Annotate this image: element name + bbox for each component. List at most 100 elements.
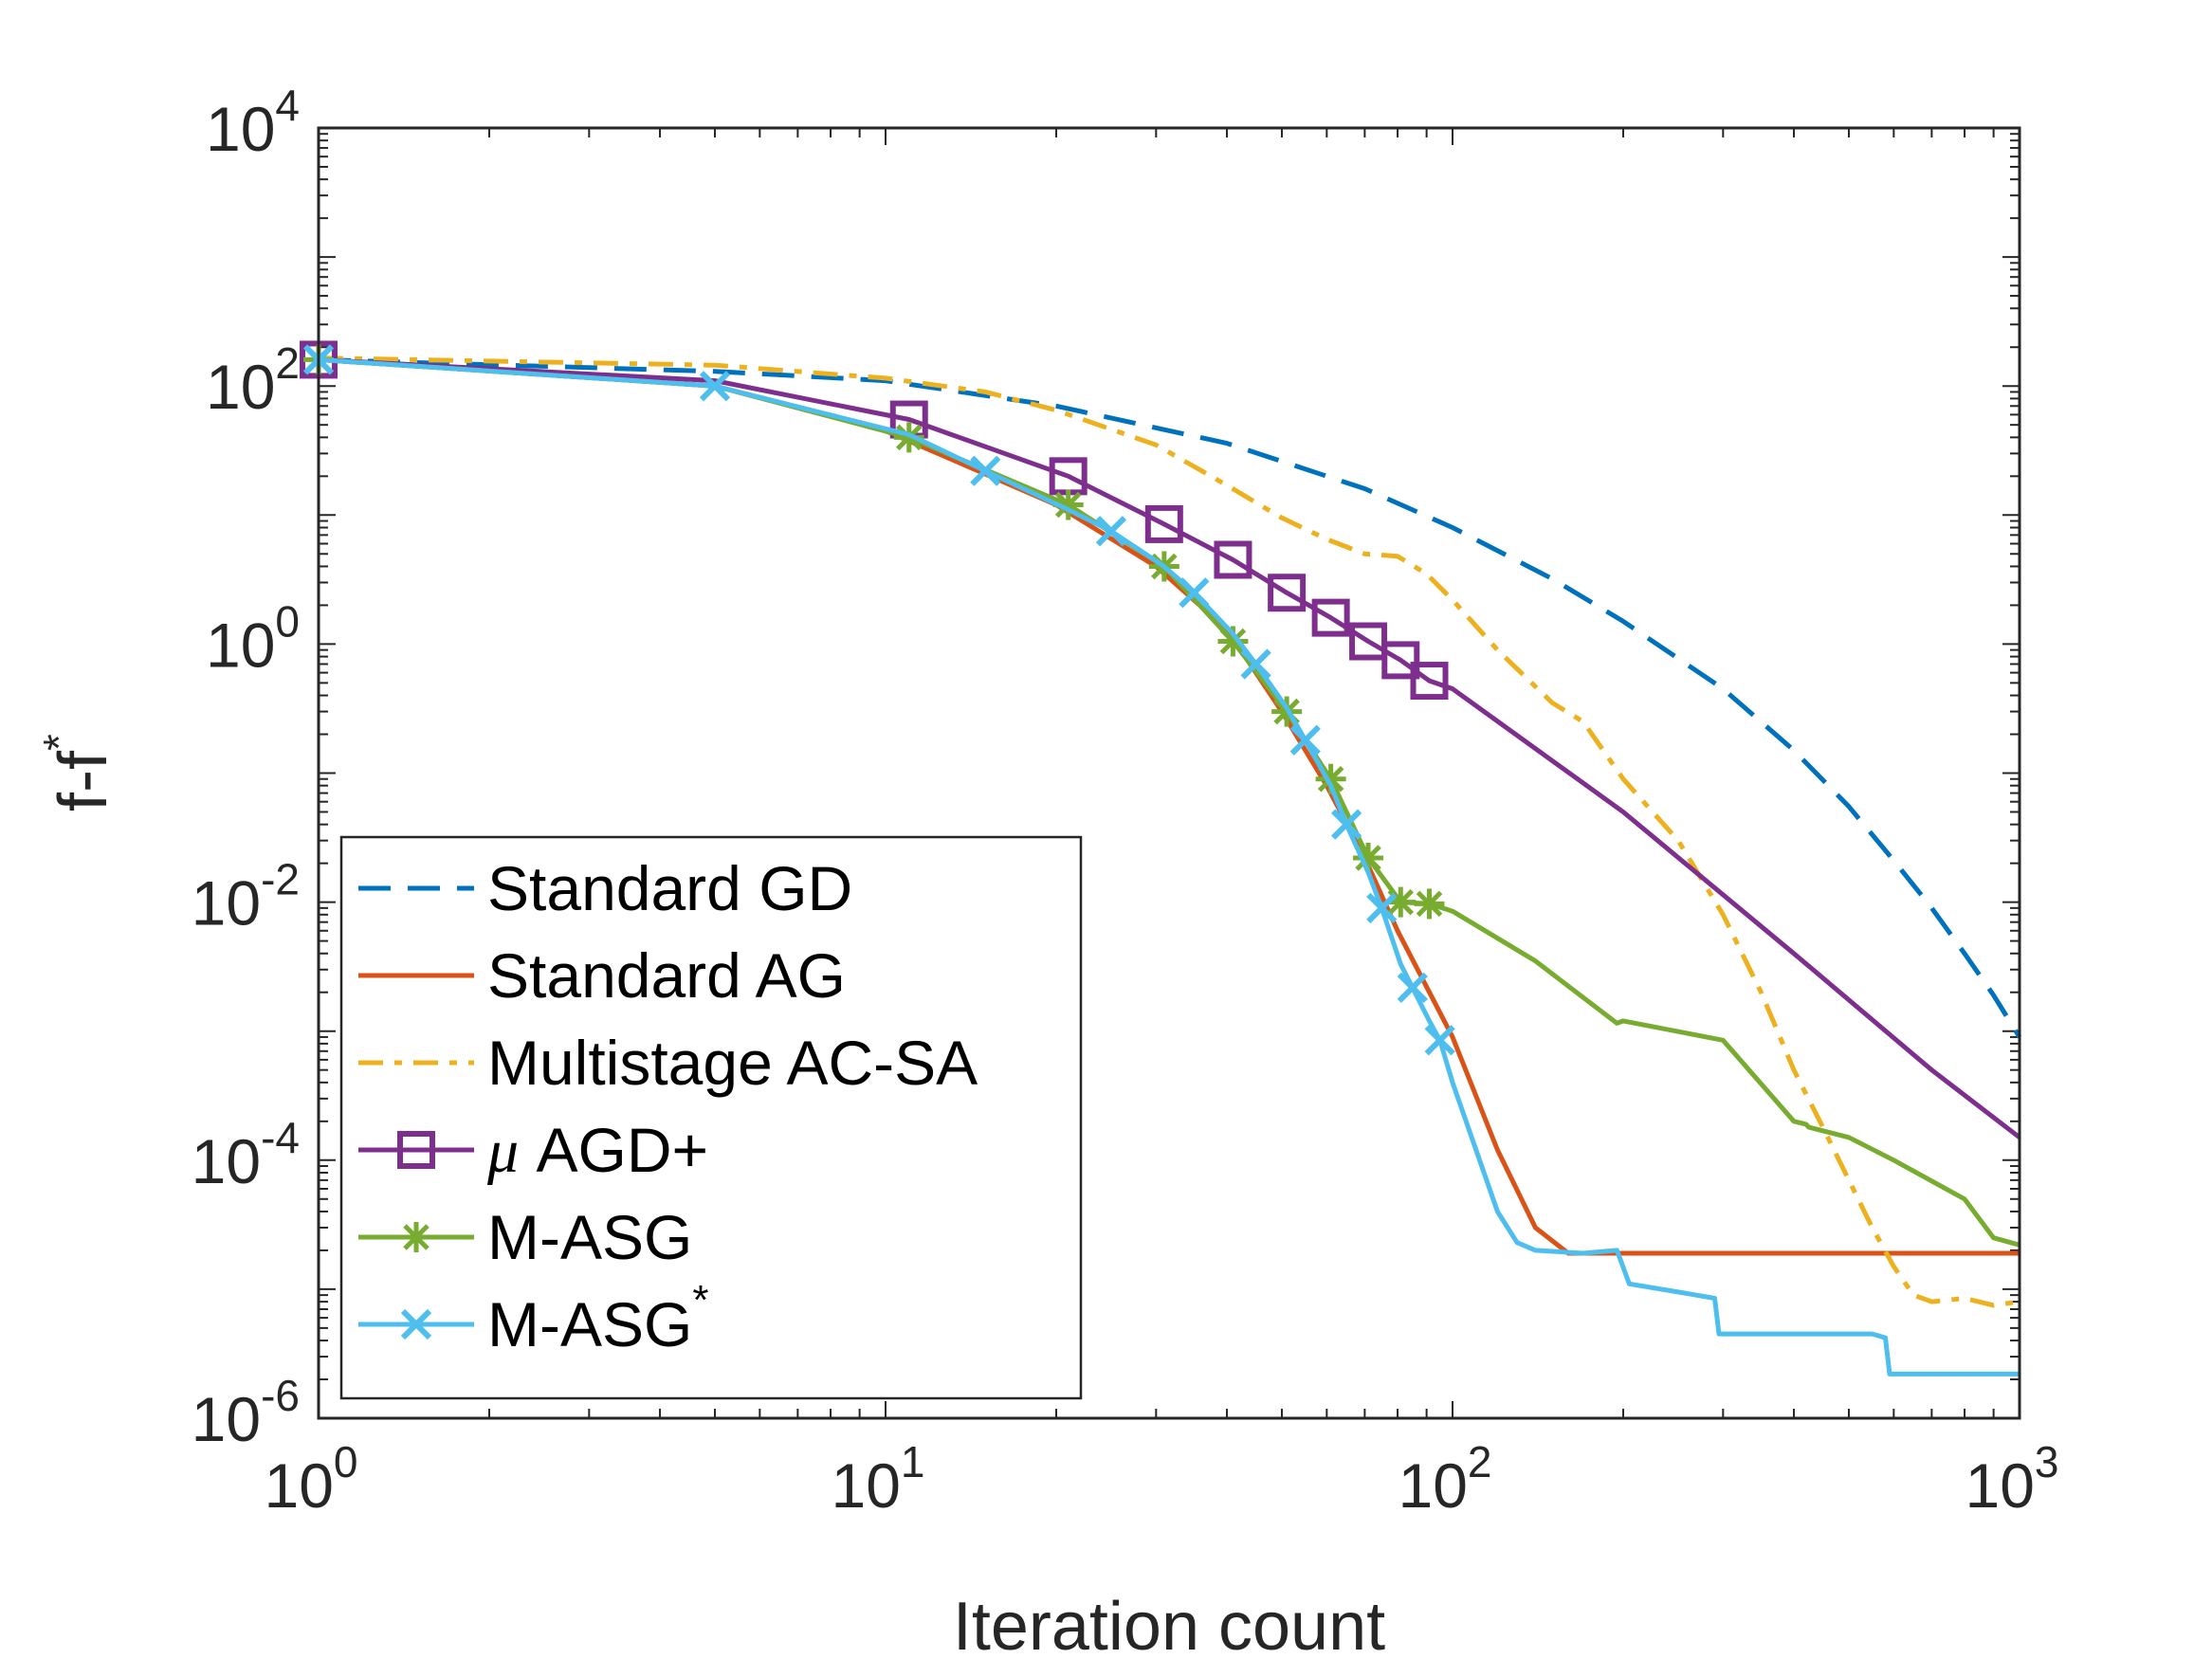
y-tick-base: 10: [192, 1126, 261, 1196]
x-tick-exponent: 2: [1468, 1437, 1492, 1486]
series-6-marker-stroke: [1366, 892, 1398, 923]
series-6-marker: [970, 455, 1001, 486]
legend-label-2: Standard AG: [487, 940, 846, 1011]
series-6-marker: [1240, 648, 1271, 680]
series-4-marker: [1144, 504, 1183, 543]
legend-mu: μ: [486, 1117, 519, 1186]
series-6-marker: [1179, 577, 1210, 609]
legend-marker-6-stroke: [400, 1308, 432, 1340]
series-5-marker: [1414, 888, 1445, 920]
legend-marker-4: [397, 1131, 435, 1169]
legend-superscript: *: [692, 1277, 708, 1323]
legend-marker-5-stroke: [403, 1224, 430, 1250]
x-tick-label: 101: [831, 1437, 924, 1521]
series-6-marker: [1397, 972, 1428, 1004]
legend-item-4: μ AGD+: [358, 1115, 708, 1186]
series-4-marker: [1410, 662, 1449, 701]
legend-label-text: Multistage AC-SA: [487, 1028, 978, 1098]
x-axis-label: Iteration count: [953, 1589, 1385, 1659]
series-5-marker-stroke: [895, 424, 923, 451]
series-6-marker: [1424, 1025, 1455, 1056]
legend-label-text: Standard GD: [487, 853, 852, 923]
series-6-line: [318, 356, 2020, 1376]
series-6-marker: [699, 371, 731, 402]
series-4-marker: [1214, 540, 1252, 579]
y-tick-base: 10: [192, 868, 261, 939]
series-6-marker-stroke: [1331, 809, 1362, 840]
series-5-marker-stroke: [1317, 765, 1344, 793]
legend-label-4: μ AGD+: [486, 1115, 708, 1186]
y-axis-label-group: f-f*: [34, 734, 121, 811]
y-tick-exponent: 0: [275, 596, 300, 646]
x-tick-exponent: 0: [334, 1437, 358, 1486]
x-tick-label: 100: [264, 1437, 357, 1521]
series-5-marker-stroke: [1054, 491, 1082, 519]
legend-item-5: M-ASG: [358, 1202, 692, 1272]
series-4-marker: [1311, 598, 1350, 637]
series-6-marker-stroke: [1289, 724, 1321, 756]
series-5-marker-stroke: [1219, 628, 1247, 655]
legend-label-5: M-ASG: [487, 1202, 692, 1272]
x-tick-label: 103: [1965, 1437, 2058, 1521]
y-tick-exponent: -6: [261, 1371, 300, 1420]
x-tick-base: 10: [831, 1450, 900, 1521]
series-6-marker-stroke: [1179, 577, 1210, 609]
series-6-marker-stroke: [699, 371, 731, 402]
x-tick-exponent: 3: [2035, 1437, 2059, 1486]
y-tick-exponent: -4: [261, 1113, 300, 1162]
y-tick-label: 10-4: [192, 1113, 300, 1196]
legend-label-text: M-ASG: [487, 1202, 692, 1272]
y-tick-label: 10-2: [192, 855, 300, 939]
legend-label-text: AGD+: [519, 1115, 708, 1185]
x-tick-base: 10: [264, 1450, 333, 1521]
y-axis-label-superscript: *: [34, 734, 83, 751]
legend-item-3: Multistage AC-SA: [358, 1028, 978, 1098]
series-5-marker-stroke: [1355, 845, 1381, 871]
series-6-marker: [1095, 516, 1127, 547]
series-6-marker: [1331, 809, 1362, 840]
series-6-marker: [1289, 724, 1321, 756]
y-tick-label: 100: [206, 596, 300, 680]
y-axis-label: f-f*: [34, 734, 121, 811]
y-tick-base: 10: [192, 1384, 261, 1454]
axis-ticks: [318, 127, 2020, 1419]
legend-box: [339, 835, 1083, 1400]
series-6-marker: [1366, 892, 1398, 923]
x-tick-exponent: 1: [901, 1437, 925, 1486]
legend-marker-5: [401, 1222, 431, 1252]
legend: Standard GD Standard AG Multistage AC-SA μ …: [339, 835, 1083, 1400]
legend-item-6: M-ASG*: [358, 1277, 708, 1359]
series-6-marker-stroke: [1095, 516, 1127, 547]
series-6-marker-stroke: [1397, 972, 1428, 1004]
series-6-marker-stroke: [1240, 648, 1271, 680]
plot-frame: [317, 126, 2021, 1420]
y-tick-label: 10-6: [192, 1371, 300, 1454]
series-4-marker: [1381, 641, 1420, 680]
series-4-marker: [1268, 574, 1307, 612]
x-tick-label: 102: [1398, 1437, 1491, 1521]
legend-label-text: M-ASG: [487, 1289, 692, 1359]
legend-label-6: M-ASG*: [487, 1277, 708, 1359]
legend-label-text: Standard AG: [487, 940, 846, 1011]
y-tick-exponent: 2: [275, 338, 300, 388]
y-tick-base: 10: [206, 352, 275, 422]
series-6-marker-stroke: [970, 455, 1001, 486]
y-axis-label-main: f-f: [46, 750, 121, 811]
series-5-marker-stroke: [1387, 888, 1415, 916]
series-3-line: [318, 356, 2020, 1308]
series-group: [300, 340, 2022, 1376]
legend-item-1: Standard GD: [358, 853, 852, 923]
legend-marker-6: [400, 1308, 432, 1340]
legend-item-2: Standard AG: [358, 940, 846, 1011]
y-tick-exponent: -2: [261, 855, 300, 904]
y-tick-base: 10: [206, 94, 275, 164]
series-5-marker: [893, 422, 924, 453]
y-tick-base: 10: [206, 610, 275, 680]
legend-label-1: Standard GD: [487, 853, 852, 923]
y-tick-label: 104: [206, 81, 300, 164]
series-5-marker-stroke: [1416, 890, 1443, 918]
series-6-marker-stroke: [1424, 1025, 1455, 1056]
series-1-line: [318, 356, 2022, 1039]
